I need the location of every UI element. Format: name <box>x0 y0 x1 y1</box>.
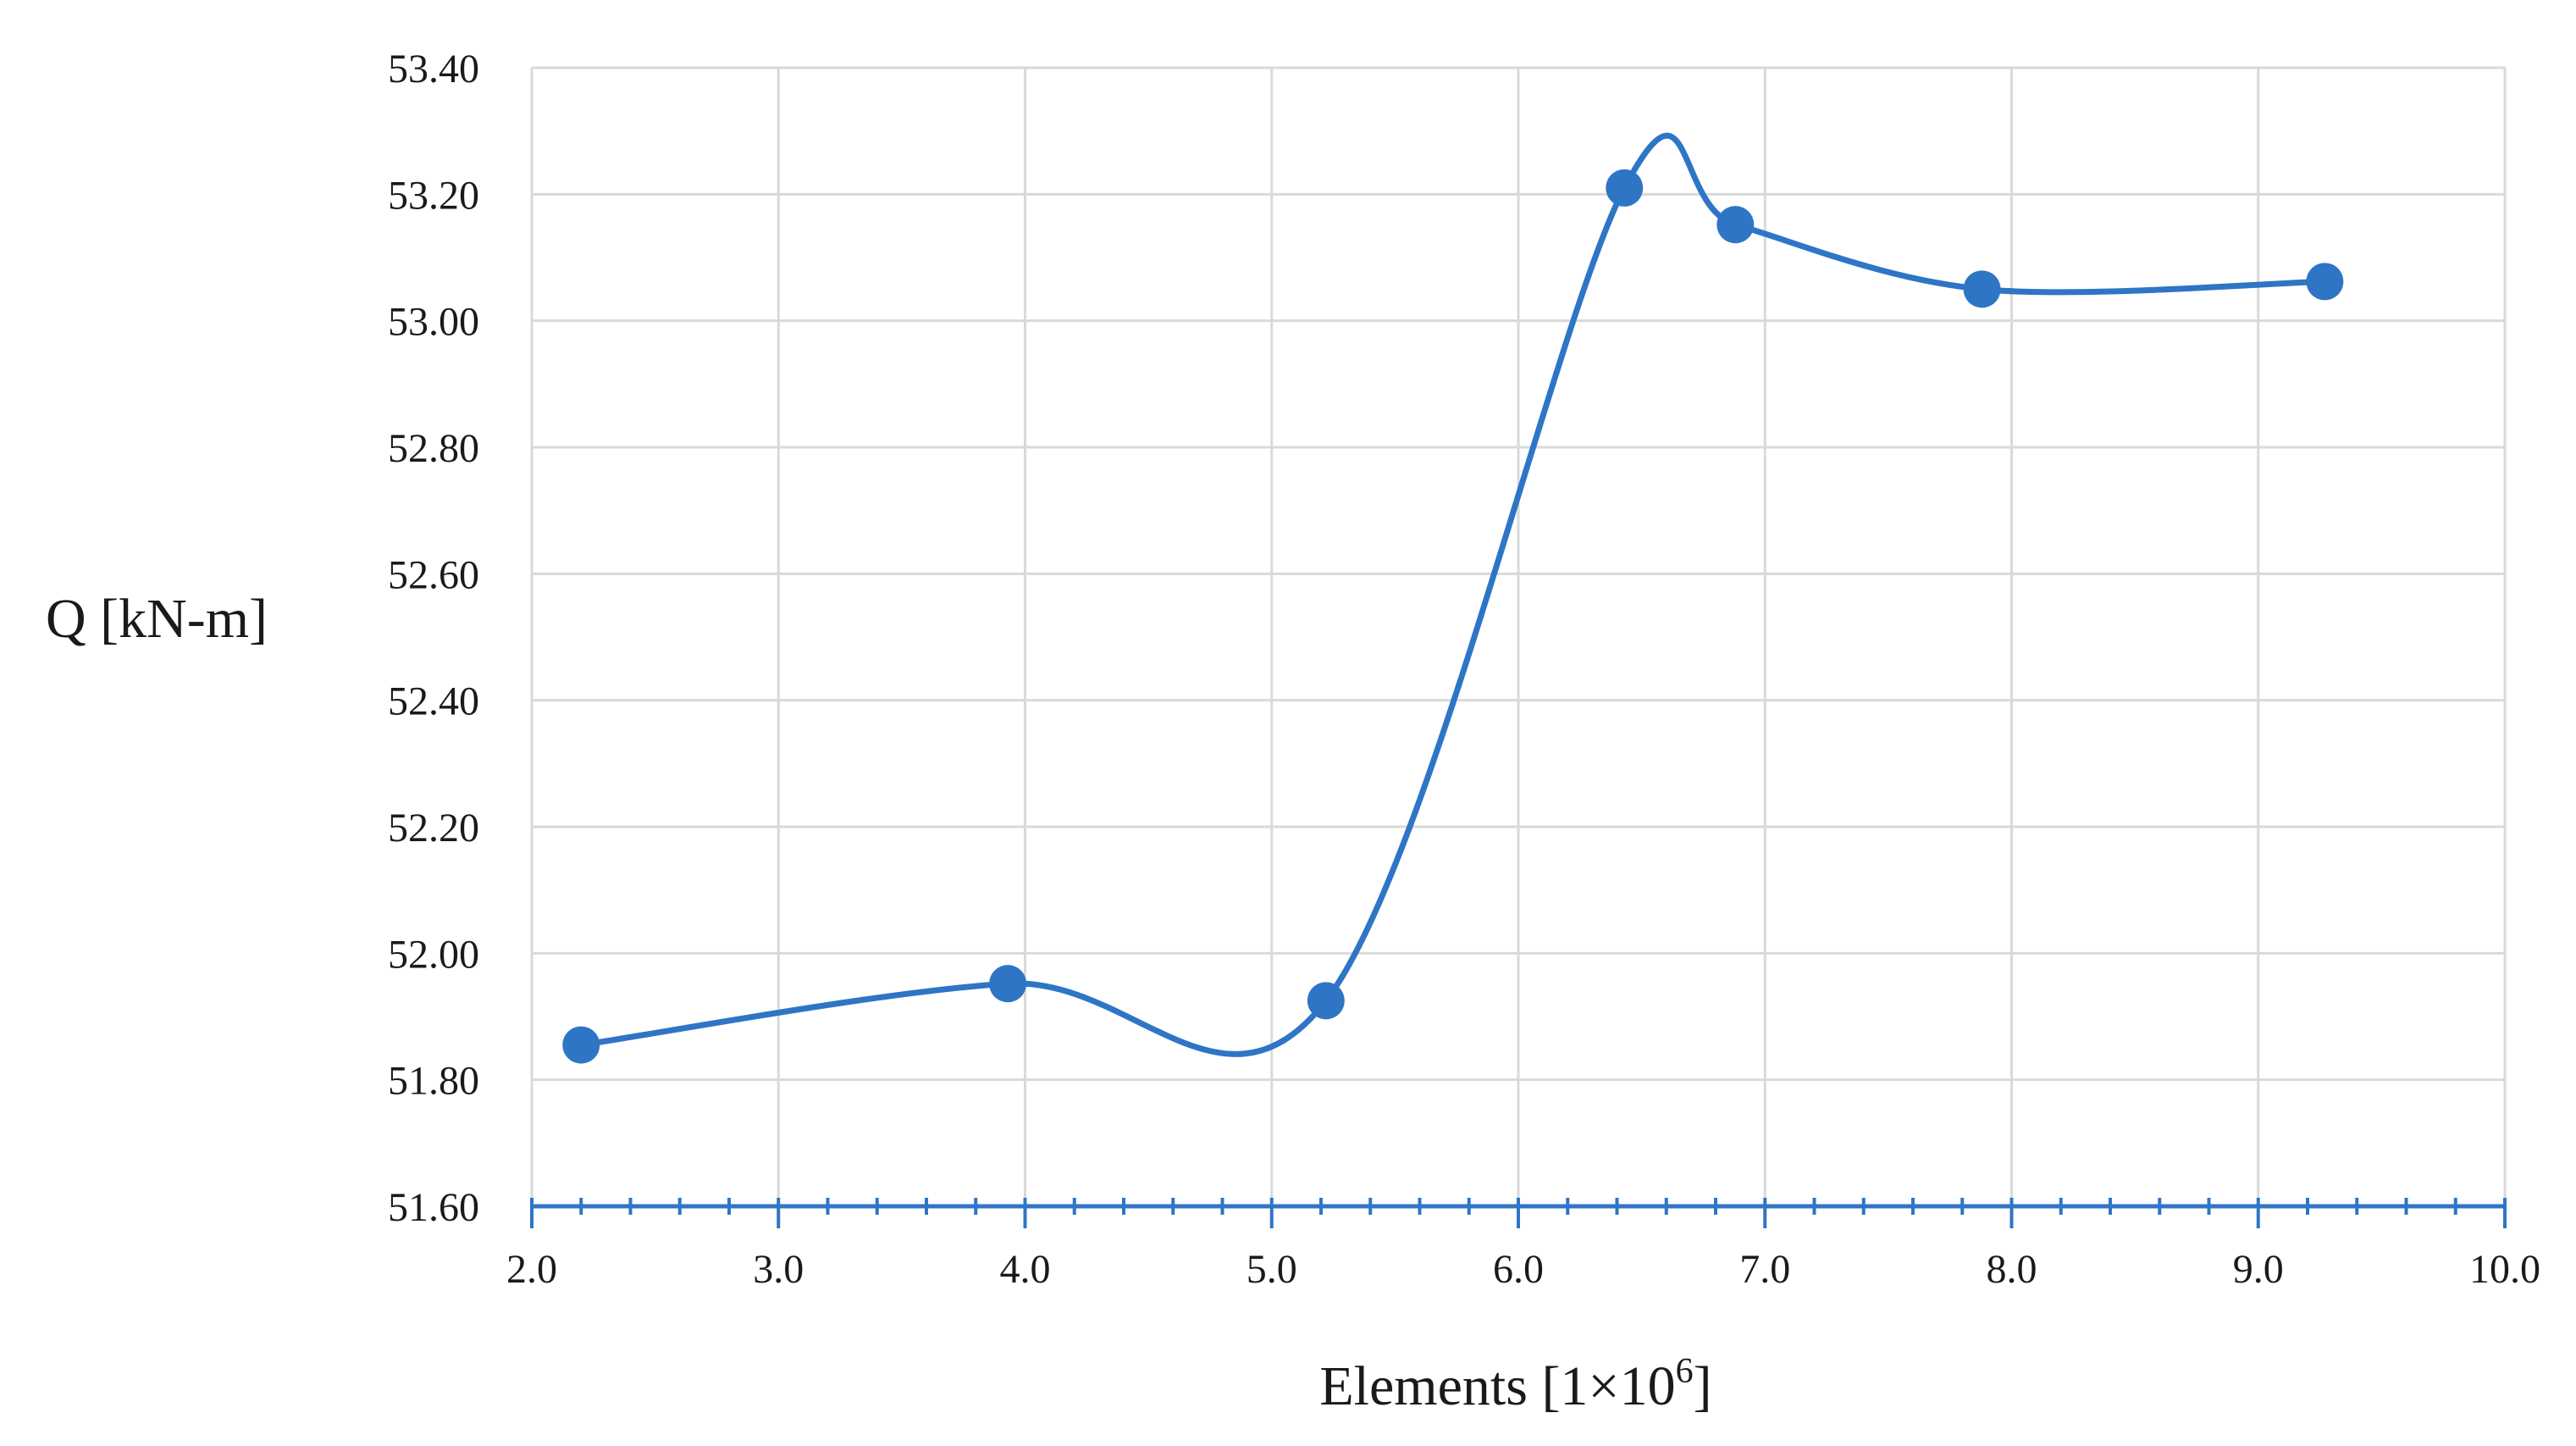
y-tick-label: 52.00 <box>388 932 479 977</box>
series-group <box>562 132 2344 1064</box>
x-axis-title-suffix: ] <box>1694 1355 1712 1417</box>
y-tick-label: 51.60 <box>388 1185 479 1230</box>
y-tick-label: 53.00 <box>388 300 479 345</box>
data-point <box>1606 169 1644 207</box>
x-tick-label: 3.0 <box>753 1247 804 1292</box>
y-axis-title: Q [kN-m] <box>46 588 268 650</box>
y-axis-tick-labels: 51.60 51.80 52.00 52.20 52.40 52.60 52.80 53.00… <box>388 47 479 1230</box>
x-axis-tick-labels: 2.0 3.0 4.0 5.0 6.0 7.0 8.0 9.0 10.0 <box>506 1247 2540 1292</box>
x-axis <box>530 1198 2507 1228</box>
y-tick-label: 51.80 <box>388 1059 479 1104</box>
data-point <box>562 1026 600 1064</box>
y-tick-label: 52.20 <box>388 806 479 850</box>
y-tick-label: 52.40 <box>388 679 479 724</box>
x-axis-title-main: Elements [1×10 <box>1319 1355 1675 1417</box>
grid-lines <box>530 66 2507 1206</box>
y-tick-label: 53.20 <box>388 173 479 218</box>
x-tick-label: 9.0 <box>2233 1247 2284 1292</box>
x-tick-label: 8.0 <box>1987 1247 2037 1292</box>
x-axis-title: Elements [1×106] <box>1319 1352 1711 1417</box>
x-tick-label: 4.0 <box>1000 1247 1051 1292</box>
x-tick-label: 5.0 <box>1247 1247 1297 1292</box>
data-point <box>1963 270 2001 308</box>
data-point <box>1716 206 1755 244</box>
series-line <box>578 132 2328 1057</box>
y-tick-label: 52.60 <box>388 552 479 597</box>
x-tick-label: 10.0 <box>2469 1247 2540 1292</box>
x-axis-title-superscript: 6 <box>1676 1352 1694 1391</box>
x-tick-label: 2.0 <box>506 1247 557 1292</box>
y-tick-label: 53.40 <box>388 47 479 91</box>
data-point <box>1307 982 1345 1020</box>
x-tick-label: 6.0 <box>1493 1247 1544 1292</box>
data-point <box>2306 263 2344 301</box>
data-point <box>989 965 1027 1003</box>
y-tick-label: 52.80 <box>388 426 479 471</box>
x-tick-label: 7.0 <box>1739 1247 1790 1292</box>
